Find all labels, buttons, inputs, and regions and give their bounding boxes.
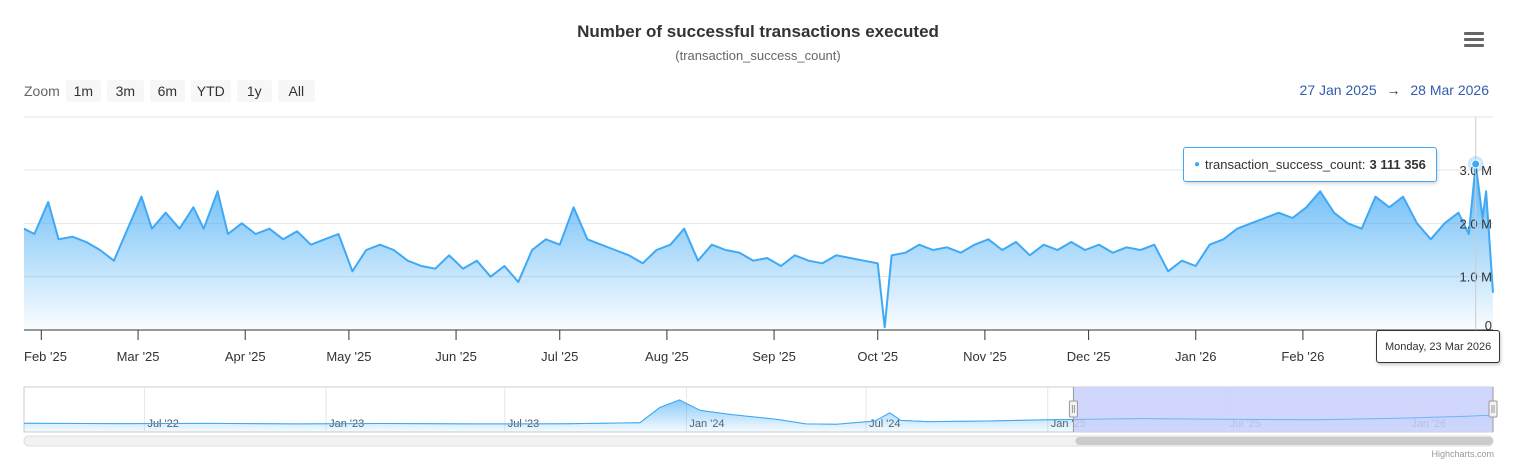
x-tick-label: Feb '26 (1281, 349, 1324, 364)
range-to-input[interactable]: 28 Mar 2026 (1410, 82, 1489, 98)
navigator-tick-label: Jan '23 (329, 418, 364, 430)
zoom-controls: Zoom 1m 3m 6m YTD 1y All (24, 80, 321, 102)
navigator-line (23, 399, 1494, 425)
y-tick-label: 1.0 M (1459, 270, 1492, 285)
x-tick-label: Jan '26 (1175, 349, 1217, 364)
x-tick-label: Aug '25 (645, 349, 689, 364)
navigator-area (24, 399, 1493, 432)
x-tick-label: Apr '25 (225, 349, 266, 364)
y-tick-label: 2.0 M (1459, 216, 1492, 231)
navigator-tick-label: Jul '25 (1229, 418, 1260, 430)
x-tick-label: Mar '25 (117, 349, 160, 364)
navigator-tick-label: Jan '26 (1411, 418, 1446, 430)
x-tick-label: Feb '25 (24, 349, 67, 364)
chart-title: Number of successful transactions execut… (577, 22, 939, 41)
x-tick-label: Sep '25 (752, 349, 796, 364)
date-range-display: 27 Jan 2025 → 28 Mar 2026 (1300, 82, 1489, 98)
x-tick-label: Jul '25 (541, 349, 578, 364)
navigator-tick-label: Jan '25 (1051, 418, 1086, 430)
navigator-tick-label: Jul '23 (508, 418, 539, 430)
tooltip: ● transaction_success_count: 3 111 356 (1183, 147, 1437, 182)
navigator-tick-label: Jan '24 (689, 418, 724, 430)
series-area (24, 164, 1493, 330)
x-tick-label: May '25 (326, 349, 371, 364)
tooltip-series-name: transaction_success_count: (1205, 157, 1366, 172)
zoom-1y-button[interactable]: 1y (236, 80, 272, 102)
navigator-line-overlay (23, 399, 1494, 425)
credits-link[interactable]: Highcharts.com (1431, 449, 1494, 459)
x-tick-label: Jun '25 (435, 349, 477, 364)
navigator-frame (23, 386, 1494, 433)
navigator-selection (1073, 387, 1493, 432)
zoom-1m-button[interactable]: 1m (65, 80, 101, 102)
tooltip-dot-icon: ● (1194, 159, 1201, 170)
x-tick-label: Dec '25 (1067, 349, 1111, 364)
zoom-6m-button[interactable]: 6m (149, 80, 185, 102)
x-tick-label: Nov '25 (963, 349, 1007, 364)
zoom-label: Zoom (24, 83, 60, 99)
chart-subtitle: (transaction_success_count) (675, 48, 841, 63)
navigator-right-handle[interactable] (1488, 400, 1498, 418)
navigator-tick-label: Jul '24 (869, 418, 900, 430)
hamburger-menu-icon[interactable] (1464, 32, 1492, 52)
scrollbar-track (23, 435, 1494, 447)
range-arrow-icon: → (1386, 82, 1401, 98)
hover-halo (1467, 156, 1484, 173)
range-from-input[interactable]: 27 Jan 2025 (1299, 82, 1377, 98)
tooltip-value: 3 111 356 (1369, 157, 1426, 172)
zoom-all-button[interactable]: All (277, 80, 315, 102)
series-line (23, 163, 1494, 329)
zoom-ytd-button[interactable]: YTD (190, 80, 231, 102)
hover-marker (1471, 159, 1481, 169)
zoom-3m-button[interactable]: 3m (106, 80, 144, 102)
scrollbar-thumb[interactable] (1075, 437, 1493, 445)
x-tick-label: Oct '25 (857, 349, 898, 364)
navigator-tick-label: Jul '22 (147, 418, 178, 430)
navigator-left-handle[interactable] (1068, 400, 1078, 418)
y-tick-label: 3.0 M (1459, 163, 1492, 178)
crosshair-date-label: Monday, 23 Mar 2026 (1376, 330, 1501, 363)
